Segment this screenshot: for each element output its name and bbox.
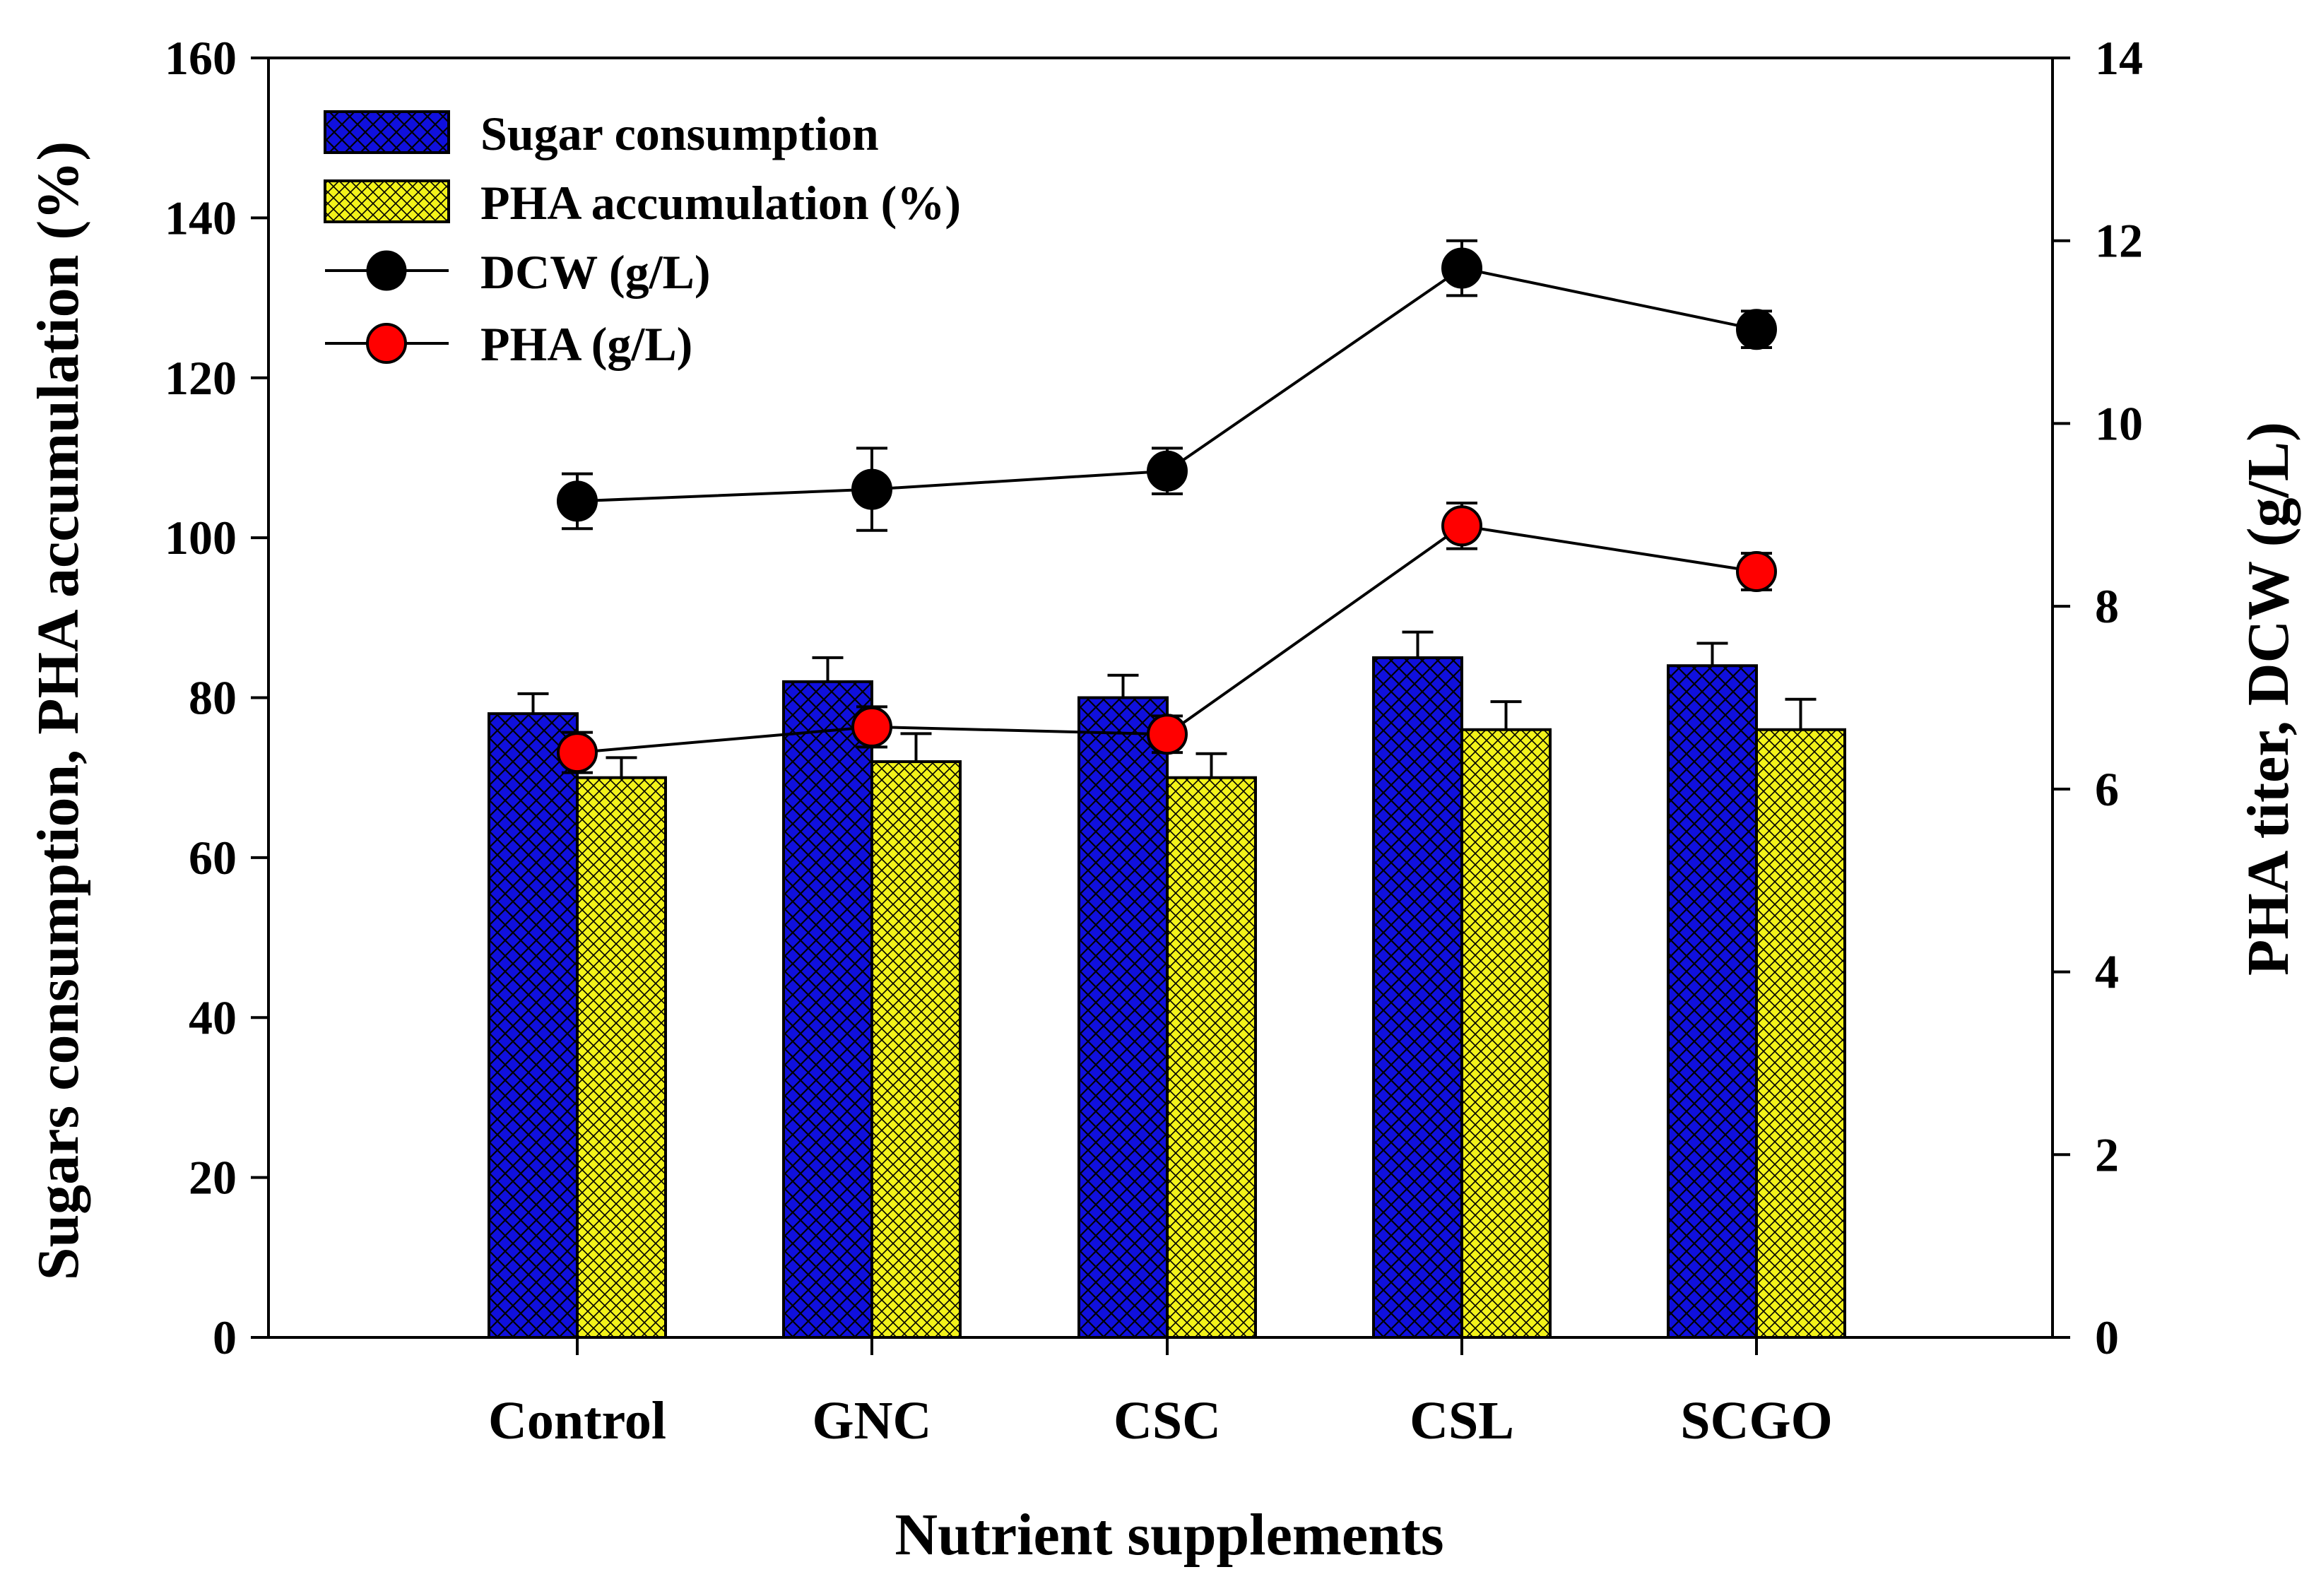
point-pha-gl xyxy=(1147,714,1188,755)
bar-sugar xyxy=(1372,656,1463,1339)
bar-pha-acc xyxy=(870,760,962,1340)
y-tick-label: 140 xyxy=(165,191,237,244)
x-tick-label: GNC xyxy=(813,1391,932,1450)
x-tick-label: Control xyxy=(488,1391,666,1450)
x-tick-label: SCGO xyxy=(1680,1391,1832,1450)
point-dcw xyxy=(1147,450,1188,492)
bar-sugar xyxy=(1667,664,1758,1339)
bar-sugar xyxy=(488,712,579,1339)
legend-marker-pha-gl xyxy=(366,323,407,364)
y2-tick-label: 2 xyxy=(2095,1128,2119,1181)
y-tick-label: 0 xyxy=(213,1311,237,1364)
y-tick-label: 160 xyxy=(165,31,237,85)
bar-pha-acc xyxy=(576,776,667,1339)
y2-tick-label: 12 xyxy=(2095,214,2143,268)
bar-sugar xyxy=(1077,696,1169,1339)
bar-pha-acc xyxy=(1460,728,1552,1339)
legend-label-dcw: DCW (g/L) xyxy=(480,245,711,299)
y-tick-label: 60 xyxy=(189,831,237,885)
lines-layer xyxy=(557,239,1777,774)
bar-pha-acc xyxy=(1755,728,1846,1339)
y2-tick-label: 4 xyxy=(2095,945,2119,999)
axes-layer: 0 20 40 60 80 100 120 140 160 0 2 4 6 8 10 12 14 Control G… xyxy=(165,31,2143,1450)
legend-label-pha-acc: PHA accumulation (%) xyxy=(480,176,961,230)
legend-marker-dcw xyxy=(366,250,407,291)
point-dcw xyxy=(1736,309,1777,350)
y2-tick-label: 14 xyxy=(2095,31,2143,85)
y2-tick-label: 6 xyxy=(2095,762,2119,816)
bar-pha-acc xyxy=(1166,776,1257,1339)
y2-tick-label: 10 xyxy=(2095,396,2143,450)
y-tick-label: 40 xyxy=(189,991,237,1044)
y2-axis-title: PHA titer, DCW (g/L) xyxy=(2236,422,2301,976)
point-dcw xyxy=(557,480,598,522)
y-tick-label: 20 xyxy=(189,1151,237,1205)
bar-sugar xyxy=(782,680,873,1339)
point-pha-gl xyxy=(1441,505,1482,547)
point-pha-gl xyxy=(851,706,892,747)
x-tick-label: CSC xyxy=(1114,1391,1221,1450)
x-axis-title: Nutrient supplements xyxy=(894,1502,1443,1568)
x-tick-label: CSL xyxy=(1410,1391,1514,1450)
y2-tick-label: 0 xyxy=(2095,1311,2119,1364)
y-tick-label: 100 xyxy=(165,511,237,564)
legend-swatch-sugar xyxy=(324,110,450,154)
y-tick-label: 120 xyxy=(165,351,237,405)
y-axis-title: Sugars consumption, PHA accumulation (%) xyxy=(25,141,91,1281)
legend-swatch-pha-acc xyxy=(324,179,450,223)
legend-label-sugar: Sugar consumption xyxy=(480,107,879,160)
legend: Sugar consumption PHA accumulation (%) D… xyxy=(324,107,961,371)
y2-tick-label: 8 xyxy=(2095,579,2119,633)
point-pha-gl xyxy=(1736,550,1777,592)
y-tick-label: 80 xyxy=(189,671,237,725)
point-pha-gl xyxy=(557,732,598,774)
point-dcw xyxy=(851,468,892,510)
bars-layer xyxy=(488,630,1846,1340)
legend-label-pha-gl: PHA (g/L) xyxy=(480,317,692,371)
point-dcw xyxy=(1441,247,1482,289)
